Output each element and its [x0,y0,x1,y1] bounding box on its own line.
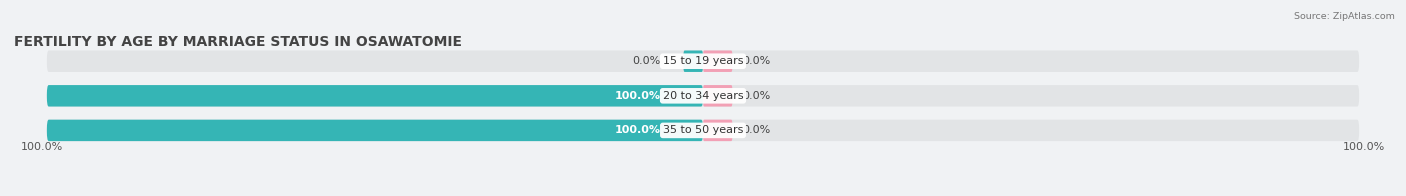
FancyBboxPatch shape [683,51,703,72]
FancyBboxPatch shape [46,120,703,141]
FancyBboxPatch shape [46,85,703,107]
Text: 35 to 50 years: 35 to 50 years [662,125,744,135]
Text: 0.0%: 0.0% [633,56,661,66]
FancyBboxPatch shape [703,120,733,141]
Text: 20 to 34 years: 20 to 34 years [662,91,744,101]
Text: 15 to 19 years: 15 to 19 years [662,56,744,66]
FancyBboxPatch shape [703,51,733,72]
Text: Source: ZipAtlas.com: Source: ZipAtlas.com [1294,12,1395,21]
Text: 0.0%: 0.0% [742,91,770,101]
FancyBboxPatch shape [46,51,1360,72]
FancyBboxPatch shape [46,85,1360,107]
Text: FERTILITY BY AGE BY MARRIAGE STATUS IN OSAWATOMIE: FERTILITY BY AGE BY MARRIAGE STATUS IN O… [14,35,463,49]
FancyBboxPatch shape [46,120,1360,141]
Text: 100.0%: 100.0% [1343,142,1385,152]
FancyBboxPatch shape [703,85,733,107]
Text: 0.0%: 0.0% [742,125,770,135]
Text: 100.0%: 100.0% [614,125,661,135]
Text: 0.0%: 0.0% [742,56,770,66]
Text: 100.0%: 100.0% [21,142,63,152]
Text: 100.0%: 100.0% [614,91,661,101]
